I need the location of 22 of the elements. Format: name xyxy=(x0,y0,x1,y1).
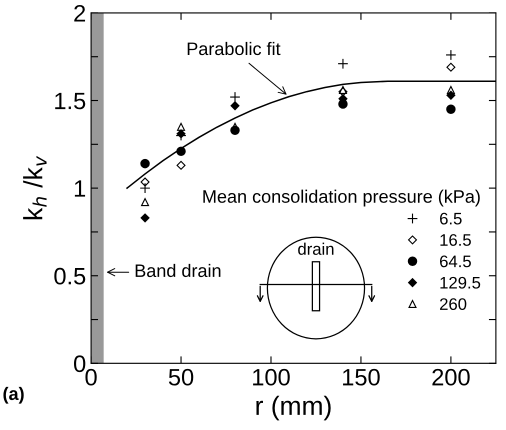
x-tick-label: 50 xyxy=(168,368,194,386)
y-tick-label: 1.5 xyxy=(55,92,86,110)
x-axis-title: r (mm) xyxy=(256,396,331,420)
y-tick-label: 2 xyxy=(74,4,86,22)
y-tick-label: 1 xyxy=(74,180,86,197)
y-tick-label: 0 xyxy=(74,355,86,372)
x-tick-label: 100 xyxy=(253,368,290,386)
annotation: drain xyxy=(298,242,334,255)
band-label: Band drain xyxy=(136,264,220,278)
y-axis-title: k$_{h}$ /k$_{v}$ xyxy=(23,156,47,220)
legend-label: 6.5 xyxy=(440,212,462,225)
x-tick-label: 200 xyxy=(432,368,470,386)
x-tick-label: 150 xyxy=(343,368,380,386)
legend-label: 64.5 xyxy=(440,255,471,268)
legend-title: Mean consolidation pressure (kPa) xyxy=(203,190,480,206)
y-tick-label: 0.5 xyxy=(54,268,86,285)
text: (a) xyxy=(3,386,24,404)
legend-label: 16.5 xyxy=(440,234,471,246)
annotation: Parabolic fit xyxy=(188,42,280,56)
legend-label: 260 xyxy=(440,298,466,310)
x-tick-label: 0 xyxy=(85,368,97,386)
legend-label: 129.5 xyxy=(440,276,480,289)
